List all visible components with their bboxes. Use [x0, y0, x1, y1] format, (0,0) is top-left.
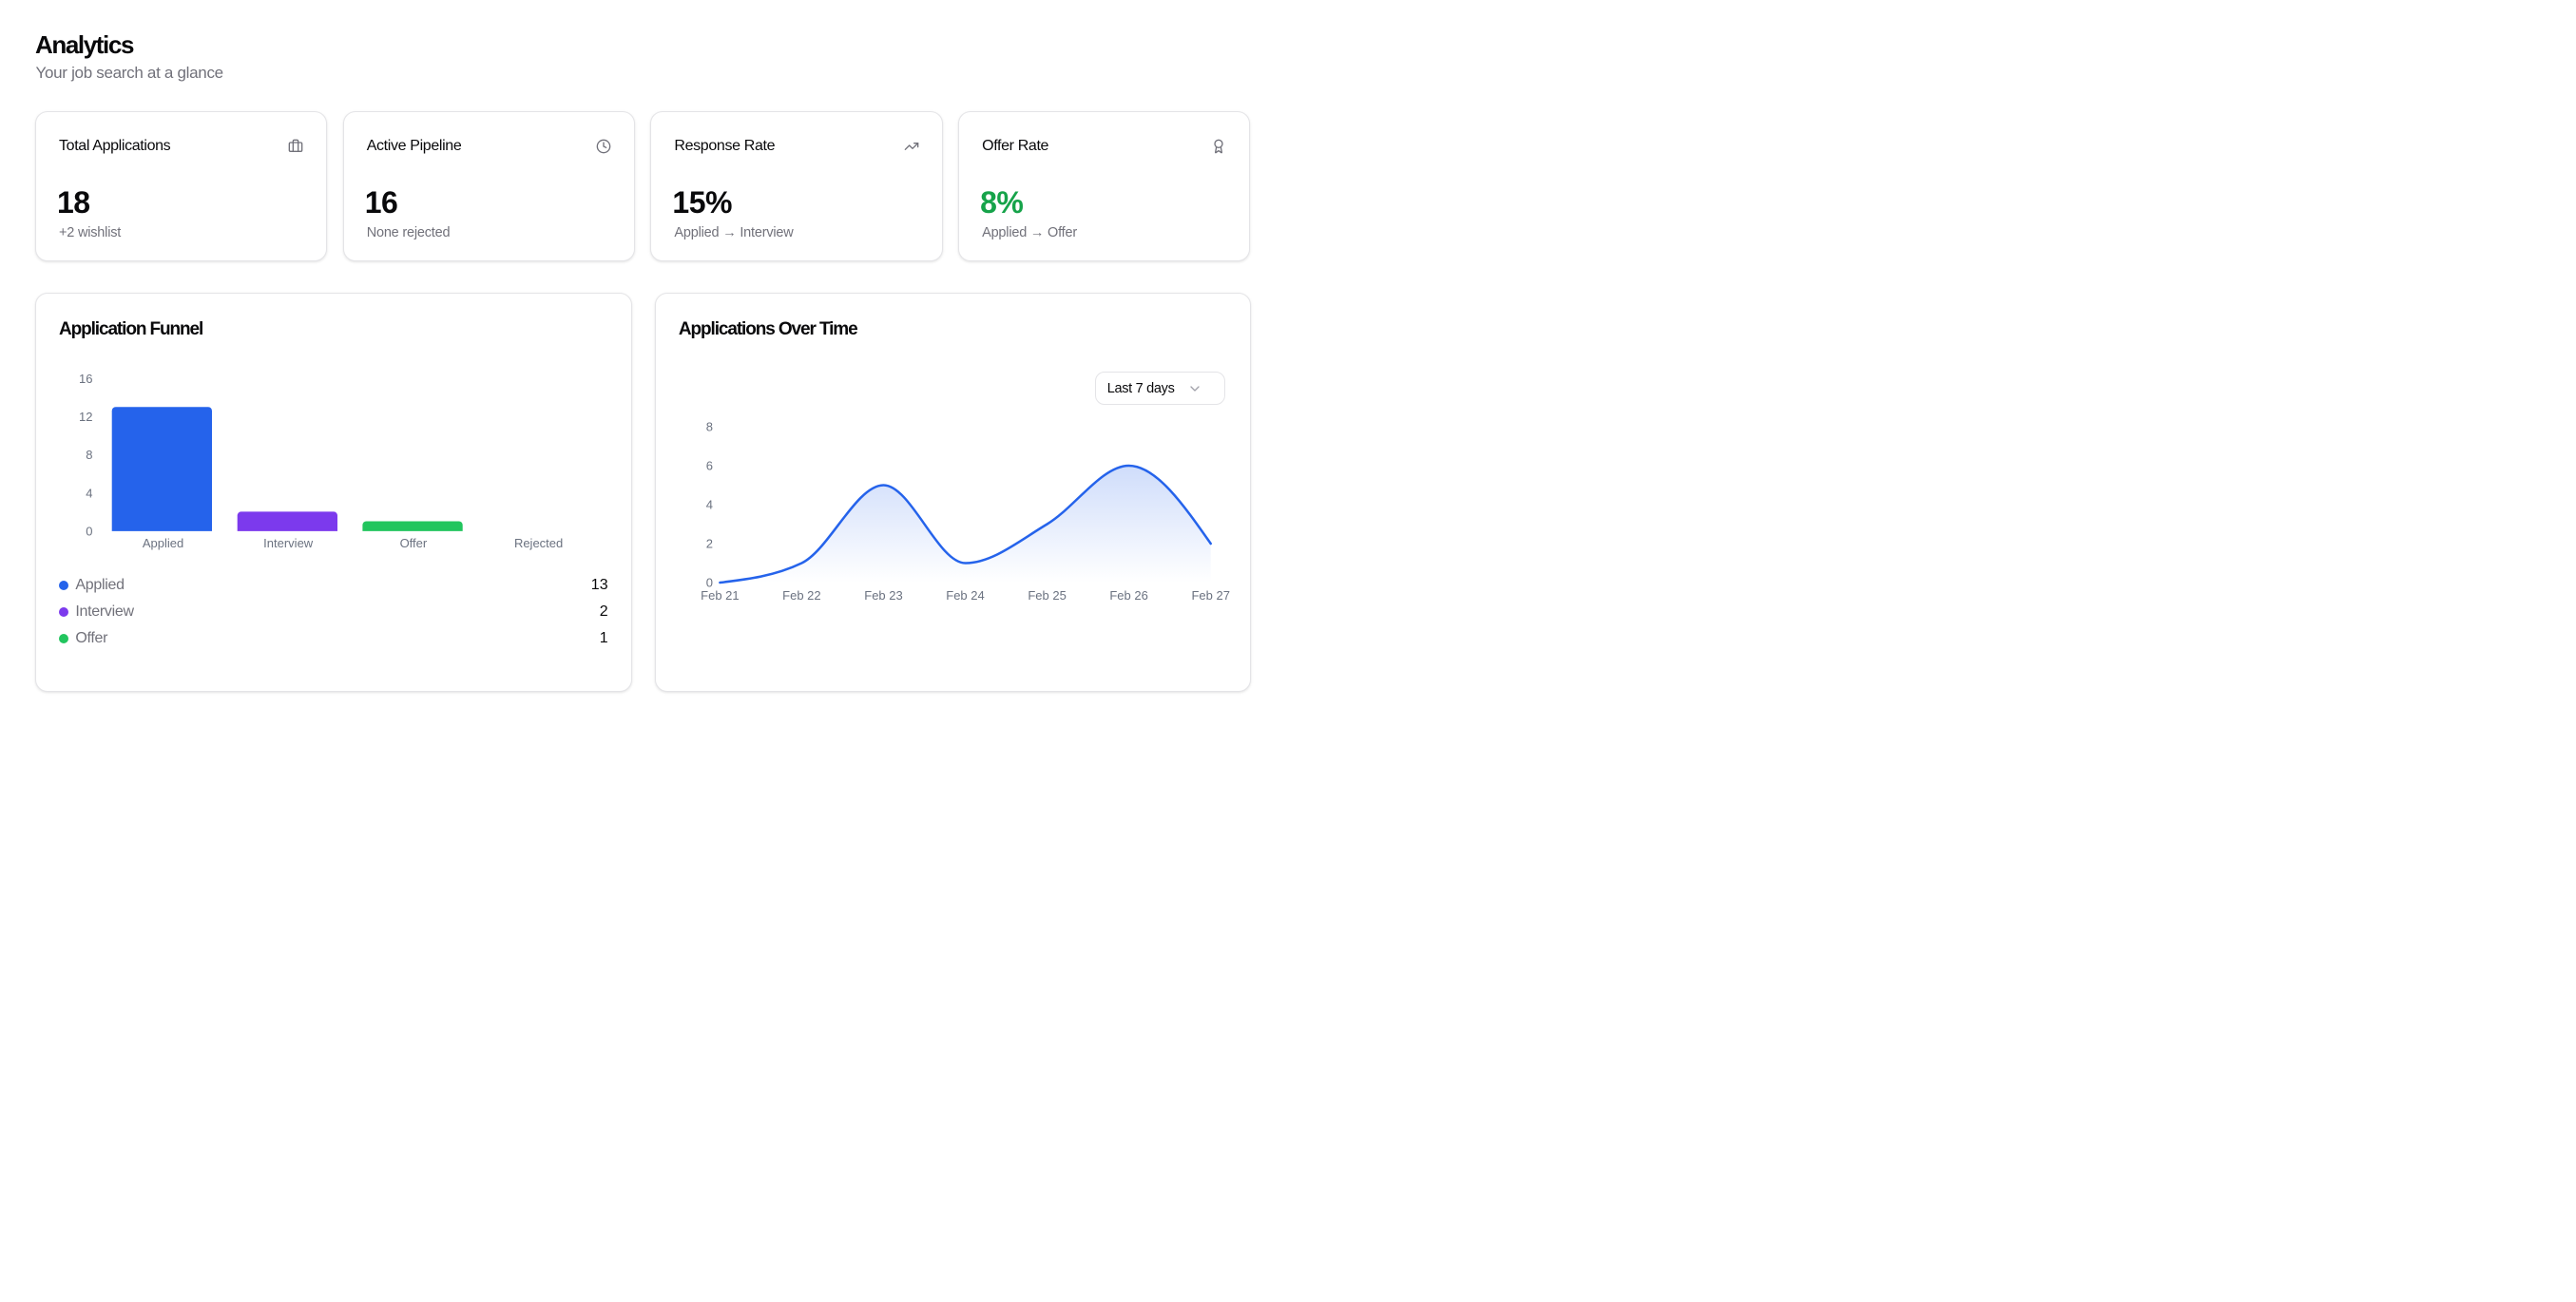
svg-text:Feb 26: Feb 26 [1109, 587, 1147, 602]
svg-text:0: 0 [86, 524, 92, 538]
svg-text:16: 16 [79, 372, 92, 386]
svg-text:6: 6 [706, 458, 713, 472]
svg-text:Feb 25: Feb 25 [1028, 587, 1066, 602]
svg-text:Feb 22: Feb 22 [782, 587, 820, 602]
svg-text:Feb 23: Feb 23 [864, 587, 902, 602]
svg-text:2: 2 [706, 536, 713, 550]
svg-text:4: 4 [86, 486, 92, 500]
svg-text:Feb 24: Feb 24 [946, 587, 984, 602]
svg-text:Rejected: Rejected [514, 536, 563, 550]
svg-text:Interview: Interview [263, 536, 314, 550]
svg-text:0: 0 [706, 575, 713, 589]
svg-text:Offer: Offer [400, 536, 428, 550]
svg-text:12: 12 [79, 410, 92, 424]
svg-text:Feb 21: Feb 21 [701, 587, 739, 602]
svg-text:Applied: Applied [143, 536, 183, 550]
svg-text:8: 8 [86, 448, 92, 462]
svg-text:8: 8 [706, 419, 713, 433]
svg-text:4: 4 [706, 497, 713, 511]
svg-text:Feb 27: Feb 27 [1191, 587, 1229, 602]
